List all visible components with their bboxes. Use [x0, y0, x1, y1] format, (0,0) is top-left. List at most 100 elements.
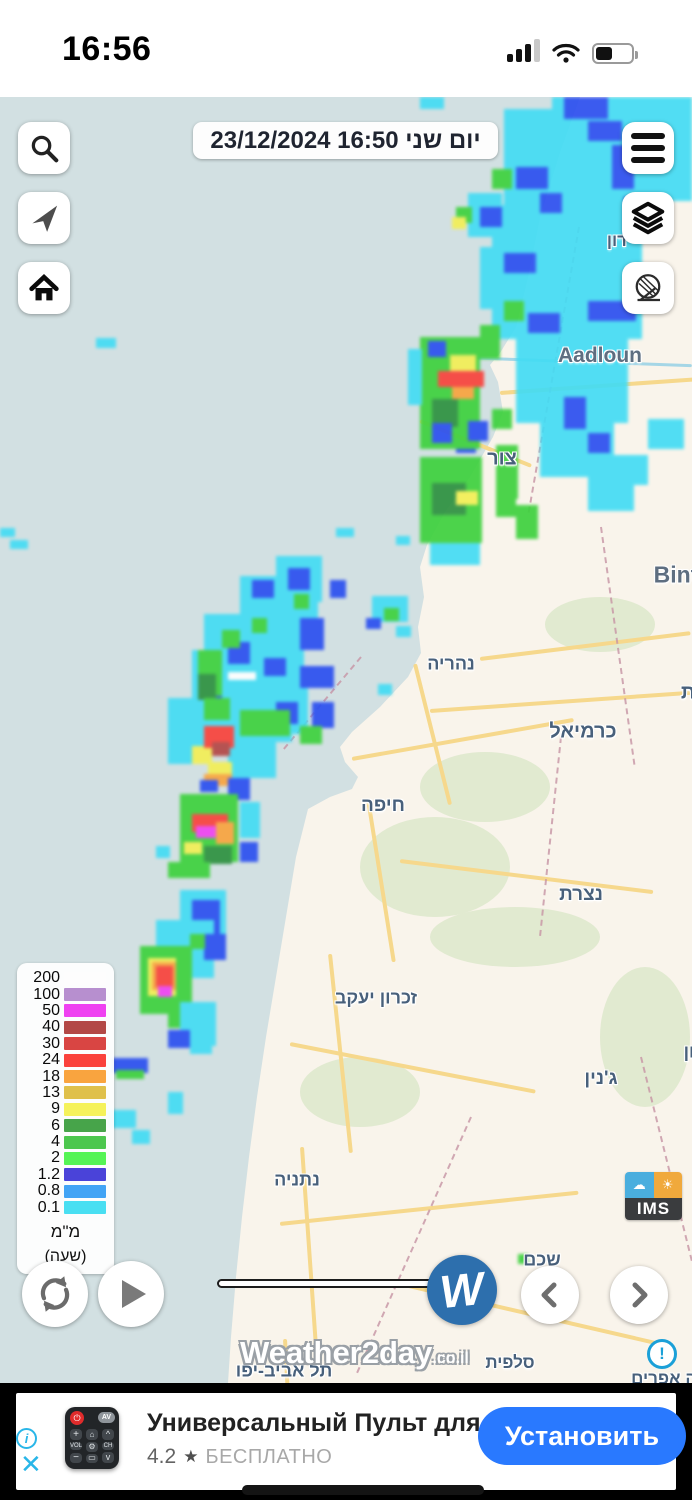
legend-swatch — [64, 1135, 106, 1149]
legend-row: 100 — [25, 986, 106, 1002]
radar-cell — [312, 702, 334, 728]
legend-swatch — [64, 1151, 106, 1165]
hamburger-icon — [631, 133, 665, 163]
navigation-arrow-icon — [32, 205, 58, 232]
radar-cell — [112, 1058, 148, 1073]
legend-row: 9 — [25, 1101, 106, 1117]
ad-subtitle: 4.2 ★ БЕСПЛАТНО — [147, 1445, 332, 1469]
play-button[interactable] — [98, 1261, 164, 1327]
map-label: חיפה — [361, 795, 405, 816]
radar-cell — [168, 1030, 190, 1048]
radar-cell — [588, 121, 622, 141]
legend-value: 200 — [33, 969, 60, 987]
datetime-banner: 23/12/2024 16:50 יום שני — [193, 122, 498, 159]
radar-cell — [428, 341, 446, 357]
measure-button[interactable] — [622, 262, 674, 314]
radar-cell — [540, 193, 562, 213]
radar-cell — [192, 746, 212, 764]
ad-install-button[interactable]: Установить — [478, 1407, 686, 1465]
legend-swatch — [64, 1004, 106, 1018]
legend-value: 18 — [42, 1067, 60, 1085]
status-bar: 16:56 — [0, 0, 692, 97]
radar-cell — [430, 543, 480, 565]
radar-cell — [496, 467, 516, 517]
battery-icon — [592, 43, 638, 64]
legend-swatch — [64, 1086, 106, 1100]
radar-cell — [384, 608, 399, 621]
radar-cell — [300, 666, 334, 688]
radar-cell — [336, 528, 354, 537]
step-back-button[interactable] — [521, 1266, 579, 1324]
radar-cell — [204, 698, 230, 720]
timeline-thumb-w-logo[interactable]: W — [427, 1255, 497, 1325]
layers-icon — [631, 201, 665, 235]
radar-cell — [190, 1032, 212, 1054]
radar-cell — [420, 97, 444, 109]
radar-cell — [300, 726, 322, 744]
ad-price-label: БЕСПЛАТНО — [205, 1445, 333, 1468]
menu-button[interactable] — [622, 122, 674, 174]
search-icon — [31, 135, 59, 163]
radar-cell — [168, 1092, 183, 1114]
map-label: נהריה — [427, 653, 475, 674]
search-button[interactable] — [18, 122, 70, 174]
legend-value: 6 — [51, 1116, 60, 1134]
radar-cell — [240, 710, 290, 736]
radar-cell — [196, 826, 220, 838]
radar-cell — [204, 934, 226, 960]
ad-info-button[interactable]: i — [16, 1428, 37, 1449]
status-time: 16:56 — [62, 30, 152, 68]
radar-cell — [264, 658, 286, 676]
legend-row: 0.1 — [25, 1199, 106, 1215]
radar-cell — [116, 1070, 144, 1079]
precipitation-radar-layer — [0, 97, 692, 1383]
ad-close-button[interactable]: ✕ — [20, 1449, 42, 1479]
legend-swatch — [64, 1119, 106, 1133]
legend-row: 18 — [25, 1068, 106, 1084]
wifi-icon — [552, 43, 580, 63]
radar-cell — [468, 421, 488, 441]
radar-cell — [184, 842, 202, 854]
radar-cell — [564, 397, 586, 429]
map-label: ג'נין — [584, 1068, 618, 1089]
radar-cell — [432, 423, 452, 443]
ims-sun-icon: ☀ — [653, 1172, 682, 1198]
radar-cell — [330, 580, 346, 598]
play-icon — [122, 1280, 146, 1308]
step-forward-button[interactable] — [610, 1266, 668, 1324]
remote-av-label: AV — [98, 1412, 115, 1423]
legend-swatch — [64, 1070, 106, 1084]
locate-button[interactable] — [18, 192, 70, 244]
weather-radar-map[interactable]: Aadloun צור Bint נהריה ת כרמיאל חיפה נצרת זכרון … — [0, 97, 692, 1383]
legend-row: 0.8 — [25, 1183, 106, 1199]
legend-row: 13 — [25, 1083, 106, 1101]
ad-rating: 4.2 — [147, 1445, 177, 1468]
radar-cell — [452, 387, 474, 399]
legend-value: 2 — [51, 1149, 60, 1167]
radar-cell — [378, 684, 392, 695]
legend-row: 24 — [25, 1052, 106, 1068]
home-button[interactable] — [18, 262, 70, 314]
legend-value: 13 — [42, 1083, 60, 1101]
layers-button[interactable] — [622, 192, 674, 244]
radar-cell — [132, 1130, 150, 1144]
info-button[interactable]: ! — [647, 1339, 677, 1369]
radar-cell — [480, 207, 502, 227]
radar-cell — [240, 802, 260, 838]
home-indicator[interactable] — [242, 1485, 484, 1495]
legend-swatch — [64, 1201, 106, 1215]
radar-cell — [648, 419, 684, 449]
home-icon — [29, 274, 59, 301]
map-label: ה אפרים — [631, 1369, 692, 1383]
legend-swatch — [64, 971, 106, 985]
refresh-button[interactable] — [22, 1261, 88, 1327]
radar-cell — [366, 618, 381, 629]
ims-cloud-icon: ☁ — [625, 1172, 654, 1198]
map-label: נתניה — [274, 1169, 320, 1190]
radar-cell — [288, 568, 310, 590]
legend-row: 50 — [25, 1002, 106, 1019]
legend-swatch — [64, 1020, 106, 1034]
protractor-icon — [635, 274, 661, 302]
ad-card[interactable]: ⏻ AV + VOL − ⌂ ⚙ ▭ ^ CH v Универсальный … — [16, 1393, 686, 1495]
